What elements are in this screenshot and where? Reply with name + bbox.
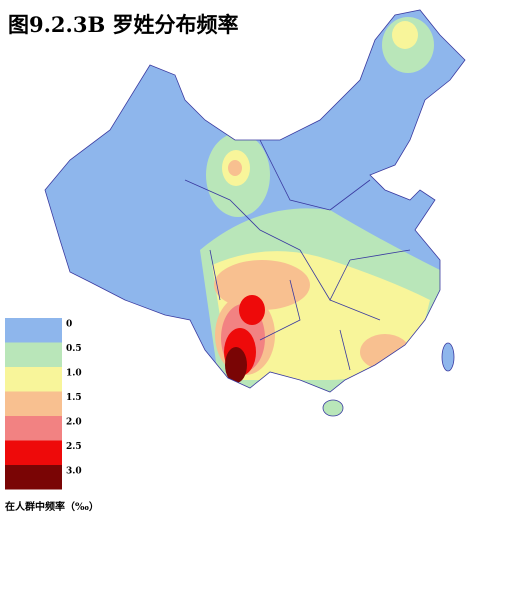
legend-label: 2.5 (66, 442, 82, 452)
legend-label: 2.0 (66, 418, 82, 428)
legend-swatch (5, 465, 62, 490)
region (225, 347, 247, 383)
legend-label: 1.5 (66, 393, 82, 403)
legend-caption: 在人群中频率（‰） (5, 500, 99, 513)
province-borders (184, 139, 411, 371)
region (395, 351, 409, 363)
region (228, 160, 242, 176)
island (441, 342, 455, 372)
title: 图9.2.3B 罗姓分布频率 (8, 12, 239, 37)
legend-swatch (5, 440, 62, 465)
region (360, 334, 410, 370)
region (392, 21, 418, 49)
legend: 0 0.5 1.0 1.5 2.0 2.5 3.0 (5, 318, 82, 490)
region (239, 295, 265, 325)
legend-label: 1.0 (66, 369, 82, 379)
island (322, 399, 344, 417)
legend-swatch (5, 367, 62, 392)
legend-label: 3.0 (66, 467, 82, 477)
legend-swatch (5, 342, 62, 367)
legend-swatch (5, 391, 62, 416)
legend-swatch (5, 416, 62, 441)
legend-swatch (5, 318, 62, 343)
legend-label: 0.5 (66, 344, 82, 354)
legend-label: 0 (66, 320, 72, 330)
